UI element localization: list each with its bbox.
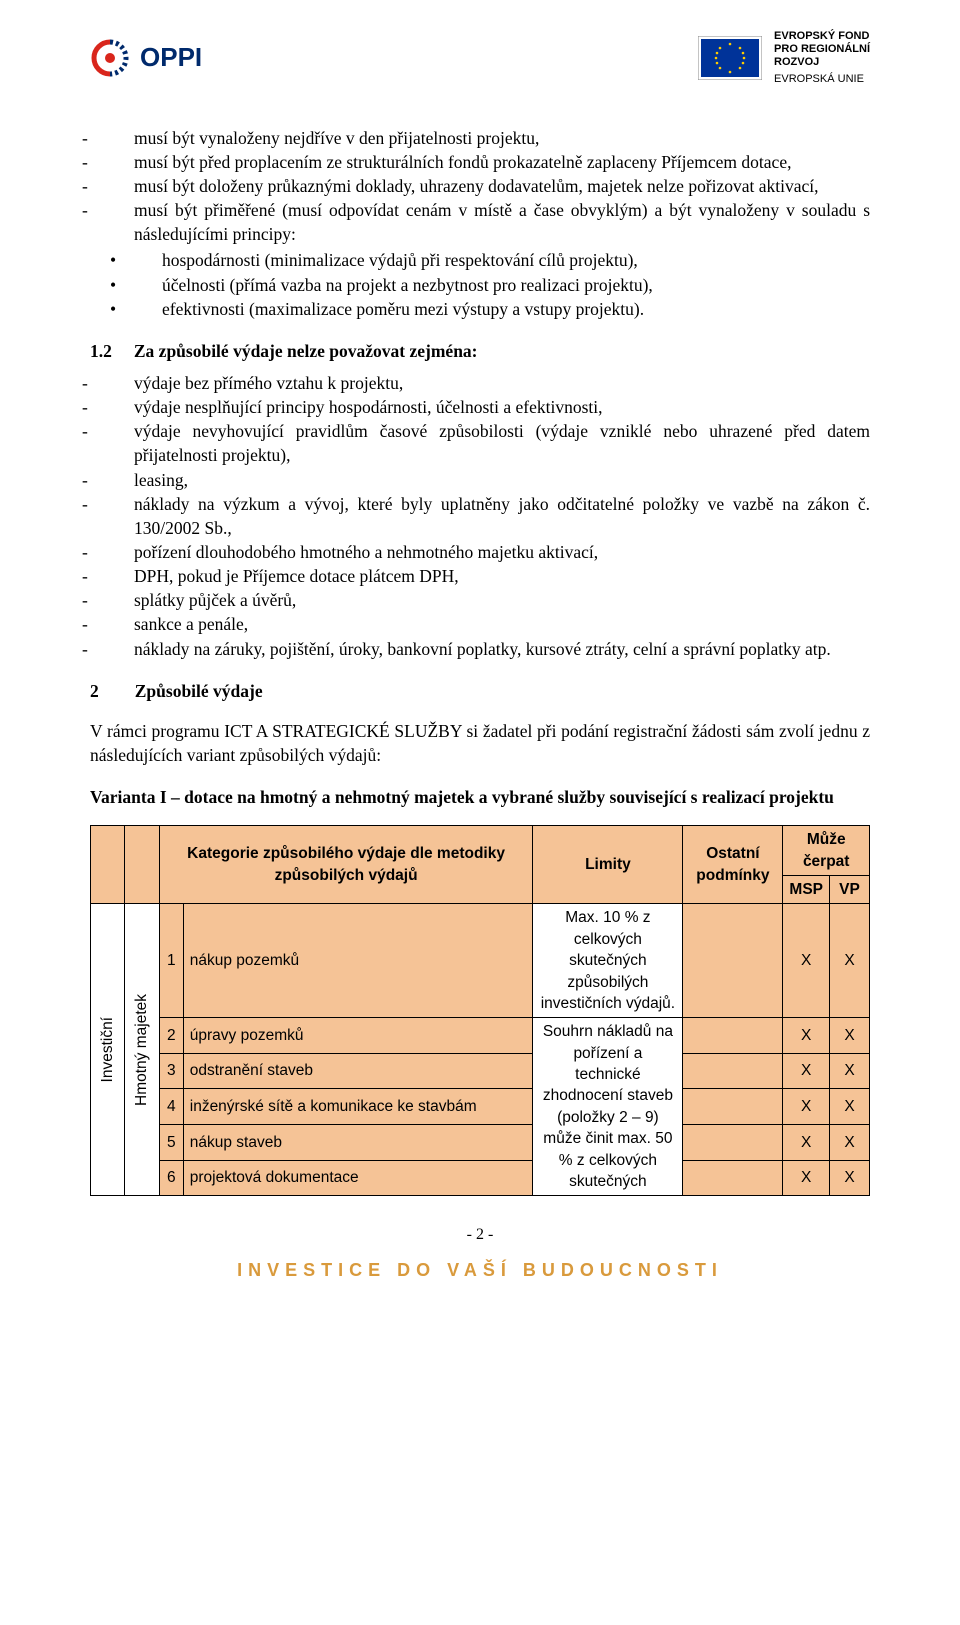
section-title: Za způsobilé výdaje nelze považovat zejm… [134,339,478,363]
list-item: výdaje nevyhovující pravidlům časové způ… [134,419,870,467]
eu-flag-icon [698,36,762,80]
table-row: 5 nákup staveb X X [91,1125,870,1161]
section-title: Způsobilé výdaje [135,679,263,703]
cell-vp: X [830,904,870,1018]
hdr-kategorie: Kategorie způsobilého výdaje dle metodik… [159,826,533,904]
list-item: výdaje nesplňující principy hospodárnost… [134,395,870,419]
cell-label: nákup staveb [183,1125,533,1161]
list-item: splátky půjček a úvěrů, [134,588,870,612]
table-row: Investiční Hmotný majetek 1 nákup pozemk… [91,904,870,1018]
list-item: pořízení dlouhodobého hmotného a nehmotn… [134,540,870,564]
cell-label: úpravy pozemků [183,1018,533,1054]
list-item: náklady na záruky, pojištění, úroky, ban… [134,637,870,661]
cell-num: 2 [159,1018,183,1054]
cell-ostatni [683,904,783,1018]
cell-msp: X [783,904,830,1018]
cell-label: inženýrské sítě a komunikace ke stavbám [183,1089,533,1125]
hdr-msp: MSP [783,876,830,904]
logo-eu: EVROPSKÝ FOND PRO REGIONÁLNÍ ROZVOJ EVRO… [698,30,870,86]
section-1-2-heading: 1.2 Za způsobilé výdaje nelze považovat … [90,339,870,363]
section-number: 1.2 [90,339,112,363]
expenditure-table: Kategorie způsobilého výdaje dle metodik… [90,825,870,1196]
cell-num: 5 [159,1125,183,1161]
cell-vp: X [830,1018,870,1054]
list-item: náklady na výzkum a vývoj, které byly up… [134,492,870,540]
hdr-vp: VP [830,876,870,904]
cell-msp: X [783,1053,830,1089]
cell-ostatni [683,1053,783,1089]
list-item: DPH, pokud je Příjemce dotace plátcem DP… [134,564,870,588]
eu-line1: EVROPSKÝ FOND [774,30,870,43]
eu-sub: EVROPSKÁ UNIE [774,73,870,86]
list-item: účelnosti (přímá vazba na projekt a nezb… [162,273,870,297]
cell-label: nákup pozemků [183,904,533,1018]
table-row: 2 úpravy pozemků Souhrn nákladů na poříz… [91,1018,870,1054]
list-item: sankce a penále, [134,612,870,636]
section-2-heading: 2 Způsobilé výdaje [90,679,870,703]
cell-limit: Max. 10 % z celkových skutečných způsobi… [533,904,683,1018]
cell-ostatni [683,1089,783,1125]
intro-bullet-list: hospodárnosti (minimalizace výdajů při r… [162,248,870,320]
cell-num: 4 [159,1089,183,1125]
cell-vp: X [830,1053,870,1089]
eu-line3: ROZVOJ [774,56,870,69]
list-item: musí být přiměřené (musí odpovídat cenám… [134,198,870,246]
table-header-row: Kategorie způsobilého výdaje dle metodik… [91,826,870,876]
cell-vp: X [830,1089,870,1125]
list-item: musí být před proplacením ze strukturáln… [134,150,870,174]
list-item: leasing, [134,468,870,492]
table-row: 4 inženýrské sítě a komunikace ke stavbá… [91,1089,870,1125]
list-item: musí být doloženy průkaznými doklady, uh… [134,174,870,198]
table-row: 6 projektová dokumentace X X [91,1160,870,1196]
list-item: efektivnosti (maximalizace poměru mezi v… [162,297,870,321]
hdr-limity: Limity [533,826,683,904]
hdr-muze: Může čerpat [783,826,870,876]
cell-ostatni [683,1125,783,1161]
cell-ostatni [683,1018,783,1054]
col-hmotny: Hmotný majetek [131,994,152,1106]
cell-vp: X [830,1160,870,1196]
cell-num: 3 [159,1053,183,1089]
variant-heading: Varianta I – dotace na hmotný a nehmotný… [90,785,870,809]
list-item: hospodárnosti (minimalizace výdajů při r… [162,248,870,272]
hdr-ostatni: Ostatní podmínky [683,826,783,904]
list-1-2: výdaje bez přímého vztahu k projektu, vý… [90,371,870,661]
body: musí být vynaloženy nejdříve v den přija… [90,126,870,1283]
page: OPPI EVROPSKÝ FOND PRO REGIONÁLNÍ ROZVOJ [0,0,960,1313]
list-item: výdaje bez přímého vztahu k projektu, [134,371,870,395]
footer-slogan: INVESTICE DO VAŠÍ BUDOUCNOSTI [90,1258,870,1283]
intro-dash-list: musí být vynaloženy nejdříve v den přija… [90,126,870,247]
header: OPPI EVROPSKÝ FOND PRO REGIONÁLNÍ ROZVOJ [90,30,870,86]
logo-oppi: OPPI [90,38,202,78]
cell-msp: X [783,1018,830,1054]
cell-msp: X [783,1125,830,1161]
oppi-icon [90,38,130,78]
eu-line2: PRO REGIONÁLNÍ [774,43,870,56]
cell-limit: Souhrn nákladů na pořízení a technické z… [533,1018,683,1196]
cell-label: projektová dokumentace [183,1160,533,1196]
cell-label: odstranění staveb [183,1053,533,1089]
cell-vp: X [830,1125,870,1161]
cell-num: 6 [159,1160,183,1196]
cell-msp: X [783,1089,830,1125]
section-number: 2 [90,679,99,703]
eu-text-block: EVROPSKÝ FOND PRO REGIONÁLNÍ ROZVOJ EVRO… [774,30,870,86]
table-row: 3 odstranění staveb X X [91,1053,870,1089]
cell-num: 1 [159,904,183,1018]
oppi-text: OPPI [140,42,202,73]
list-item: musí být vynaloženy nejdříve v den přija… [134,126,870,150]
cell-msp: X [783,1160,830,1196]
paragraph: V rámci programu ICT A STRATEGICKÉ SLUŽB… [90,719,870,767]
col-investicni: Investiční [97,1017,118,1082]
page-number: - 2 - [90,1224,870,1246]
cell-ostatni [683,1160,783,1196]
